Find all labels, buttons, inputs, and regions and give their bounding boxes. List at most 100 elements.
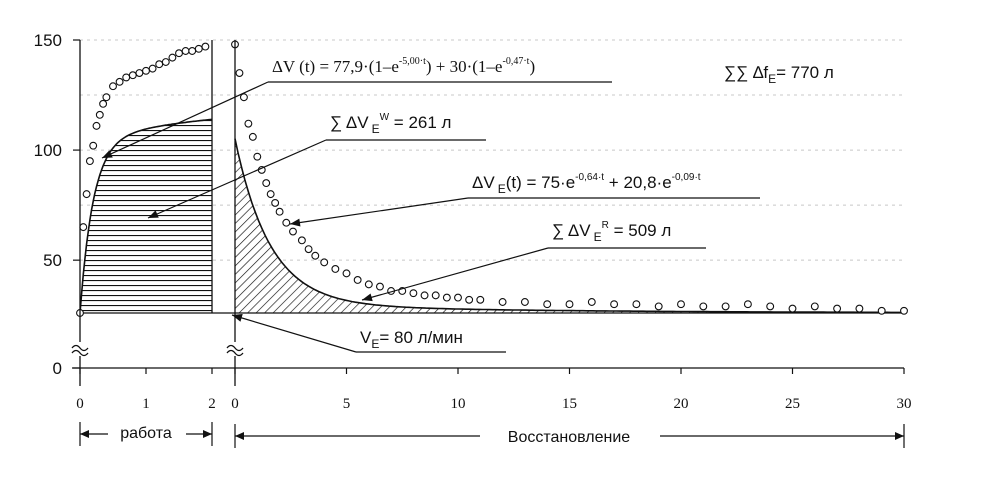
work-span-arrowhead [203, 430, 212, 438]
recovery-data-point [833, 304, 842, 313]
recovery-sum-pointer-head [362, 293, 373, 302]
x-tick-label-recovery: 20 [674, 396, 689, 412]
recovery-data-point [454, 293, 462, 302]
recovery-data-point [304, 245, 313, 254]
recovery-data-point [699, 302, 708, 311]
recovery-data-point [721, 302, 730, 311]
break-mark [71, 344, 89, 352]
x-tick-label-recovery: 25 [785, 396, 800, 412]
recovery-data-point [632, 300, 641, 309]
x-tick-label-work: 0 [76, 396, 84, 412]
recovery-data-point [235, 69, 244, 77]
recovery-data-point [766, 302, 775, 311]
recovery-data-point [248, 132, 257, 141]
work-data-point [115, 77, 124, 86]
work-data-point [79, 223, 88, 232]
x-tick-label-recovery: 15 [562, 396, 577, 412]
work-data-point [102, 93, 111, 102]
y-tick-label: 50 [43, 251, 62, 270]
break-mark [226, 344, 244, 352]
recovery-data-point [877, 306, 886, 315]
recovery-data-point [353, 276, 362, 284]
recovery-data-point [900, 306, 908, 315]
baseline-label: VE= 80 л/мин [360, 328, 463, 351]
recovery-data-point [465, 295, 474, 304]
recovery-fit-pointer-head [290, 218, 301, 227]
recovery-data-point [610, 300, 619, 309]
x-tick-label-work: 2 [208, 396, 216, 412]
recovery-data-point [677, 300, 685, 309]
recovery-data-point [420, 291, 429, 300]
work-fit-equation: ΔV (t) = 77,9·(1–e-5,00·t) + 30·(1–e-0,4… [272, 56, 535, 76]
work-fit-pointer [101, 81, 269, 159]
work-data-point [82, 190, 91, 199]
work-data-point [92, 121, 101, 130]
axis-break-marks [71, 344, 244, 357]
recovery-data-point [282, 218, 291, 227]
work-data-point [161, 58, 170, 66]
work-data-point [168, 53, 177, 62]
work-data-point [109, 82, 117, 91]
recovery-data-point [289, 227, 297, 236]
work-data-point [122, 73, 131, 82]
work-data-point [95, 110, 104, 119]
work-data-point [175, 49, 183, 58]
recovery-data-point [543, 300, 552, 309]
x-tick-label-recovery: 30 [897, 396, 912, 412]
recovery-data-point [431, 291, 440, 300]
recovery-data-point [364, 280, 373, 289]
recovery-data-point [855, 304, 864, 313]
work-data-point [142, 66, 150, 75]
work-area [79, 118, 213, 314]
total-sum-label: ∑∑ ∆fE= 770 л [724, 63, 834, 86]
recovery-data-point [342, 269, 351, 278]
recovery-sum-label: ∑ ΔV ER = 509 л [552, 220, 671, 244]
work-span-arrowhead [80, 430, 89, 438]
work-data-point [128, 71, 137, 80]
work-data-point [148, 64, 157, 73]
work-fit-curve [79, 118, 213, 314]
recovery-data-point [266, 190, 275, 199]
segment-arrows [79, 422, 905, 448]
work-data-point [181, 47, 190, 55]
recovery-data-point [311, 251, 320, 260]
y-tick-label: 100 [34, 141, 62, 160]
recovery-data-point [587, 298, 596, 306]
recovery-data-point [743, 300, 752, 309]
recovery-points [231, 40, 908, 315]
recovery-data-point [262, 179, 271, 188]
work-data-point [85, 157, 94, 166]
work-data-point [201, 42, 210, 51]
work-data-point [155, 60, 164, 69]
recovery-data-point [275, 207, 284, 216]
work-fit-pointer-head [102, 150, 113, 158]
break-mark [71, 349, 89, 357]
recovery-data-point [271, 198, 280, 207]
x-tick-labels: 0 1 2 0 5 10 15 20 25 30 [76, 396, 911, 412]
baseline-pointer-head [232, 314, 243, 322]
recovery-data-point [320, 258, 329, 267]
x-tick-label-work: 1 [142, 396, 150, 412]
gridlines [80, 39, 904, 261]
y-tick-label: 0 [53, 359, 62, 378]
recovery-segment-label: Восстановление [508, 429, 630, 446]
recovery-data-point [376, 282, 384, 291]
recovery-sum-pointer [361, 247, 549, 301]
recovery-data-point [476, 295, 485, 304]
work-data-point [135, 69, 144, 77]
work-sum-pointer [147, 139, 327, 219]
recovery-data-point [520, 298, 529, 306]
work-data-point [194, 44, 203, 53]
recovery-data-point [498, 298, 507, 306]
work-data-point [89, 141, 98, 150]
y-tick-labels: 0 50 100 150 [34, 31, 62, 378]
recovery-data-point [565, 300, 574, 309]
recovery-fit-pointer [289, 197, 469, 225]
work-sum-pointer-head [148, 210, 159, 218]
recovery-data-point [810, 302, 819, 311]
break-mark [226, 349, 244, 357]
recovery-data-point [244, 119, 253, 128]
x-tick-label-recovery: 0 [231, 396, 239, 412]
work-segment-label: работа [120, 425, 172, 442]
